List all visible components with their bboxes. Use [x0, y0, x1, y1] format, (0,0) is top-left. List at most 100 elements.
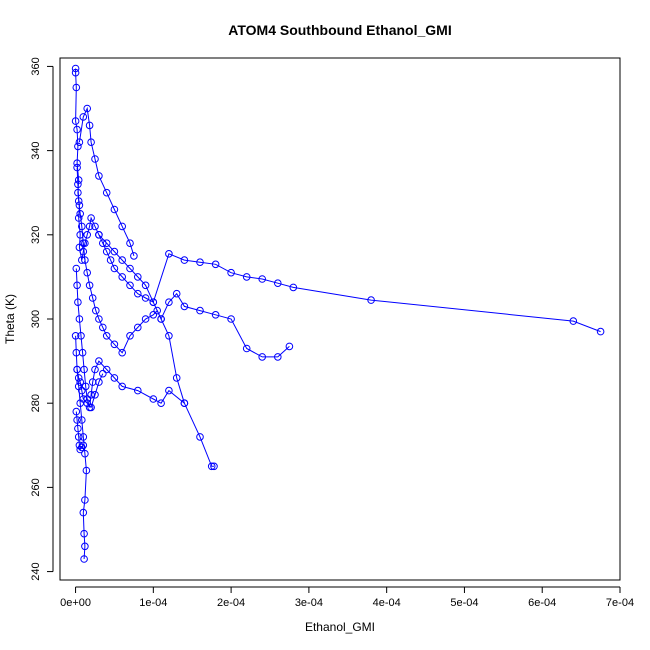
data-point: [73, 125, 81, 134]
data-point: [126, 264, 134, 273]
y-axis: 240 260 280 300 320 340 360: [30, 57, 54, 581]
data-point: [95, 357, 103, 365]
data-point: [74, 197, 83, 205]
x-tick-label: 0e+00: [60, 597, 91, 609]
data-point: [99, 369, 107, 378]
data-point: [172, 374, 181, 382]
y-tick-label: 320: [30, 226, 42, 244]
x-tick-label: 6e-04: [528, 597, 556, 609]
data-point: [72, 348, 81, 357]
x-tick-label: 2e-04: [217, 597, 245, 609]
data-point: [72, 264, 81, 273]
data-point: [83, 399, 91, 408]
data-point: [79, 433, 88, 441]
data-point: [82, 466, 91, 475]
x-tick-label: 7e-04: [606, 597, 634, 609]
data-point: [126, 239, 134, 247]
data-point: [75, 441, 84, 450]
data-point: [110, 264, 119, 273]
data-point: [149, 311, 158, 319]
data-point: [75, 315, 84, 323]
series-line: [75, 268, 214, 467]
data-point: [73, 281, 81, 290]
data-point: [118, 256, 126, 264]
data-point: [92, 306, 100, 315]
data-point: [79, 441, 88, 450]
data-point: [196, 433, 204, 441]
x-tick-label: 5e-04: [450, 597, 478, 609]
data-point: [76, 378, 84, 386]
data-point: [74, 214, 83, 222]
data-point: [367, 296, 375, 304]
data-point: [71, 117, 80, 125]
data-point: [180, 256, 189, 264]
data-point: [73, 159, 81, 167]
data-point: [87, 403, 95, 412]
data-point: [75, 138, 84, 146]
x-tick-label: 1e-04: [139, 597, 167, 609]
data-point: [102, 365, 111, 374]
data-point: [80, 529, 88, 538]
x-axis: 0e+00 1e-04 2e-04 3e-04 4e-04 5e-04 6e-04 7e-04: [60, 586, 634, 609]
data-point: [76, 210, 84, 218]
data-point: [72, 407, 81, 416]
data-point: [141, 294, 150, 302]
y-tick-label: 340: [30, 141, 42, 159]
data-point: [110, 205, 119, 214]
data-point: [258, 275, 267, 283]
data-point: [74, 424, 82, 433]
data-point: [153, 306, 161, 315]
data-point: [74, 180, 82, 189]
data-point: [95, 231, 103, 239]
data-point: [110, 247, 119, 256]
data-point: [110, 340, 119, 349]
data-point: [126, 281, 134, 290]
data-point: [118, 382, 126, 391]
data-point: [83, 231, 91, 239]
data-point: [210, 462, 218, 471]
data-point: [106, 256, 115, 264]
data-point: [134, 289, 142, 298]
series-line: [76, 369, 104, 409]
y-tick-label: 360: [30, 57, 42, 75]
data-point: [172, 289, 181, 298]
data-point: [95, 378, 103, 386]
data-point: [165, 250, 173, 258]
data-point: [211, 311, 220, 319]
y-tick-label: 260: [30, 478, 42, 496]
data-point: [81, 496, 89, 504]
data-point: [77, 332, 85, 340]
data-point: [91, 365, 99, 374]
data-point: [83, 268, 91, 277]
data-point: [141, 315, 150, 323]
data-point: [134, 386, 142, 395]
data-point: [149, 298, 158, 307]
series-line: [98, 234, 185, 404]
data-point: [596, 327, 605, 336]
data-point: [165, 332, 173, 340]
data-point: [141, 281, 150, 290]
data-point: [81, 449, 89, 458]
data-point: [110, 374, 119, 382]
data-point: [227, 315, 235, 323]
data-point: [569, 317, 578, 325]
x-tick-label: 3e-04: [295, 597, 323, 609]
data-point: [242, 344, 251, 353]
data-point: [118, 348, 126, 357]
chart-title: ATOM4 Southbound Ethanol_GMI: [228, 22, 451, 38]
series-group: [75, 104, 138, 260]
series-layer: [71, 64, 605, 563]
data-point: [165, 386, 173, 395]
series-line: [76, 167, 290, 358]
data-point: [78, 386, 86, 395]
y-tick-label: 300: [30, 310, 42, 328]
data-point: [81, 256, 89, 264]
x-axis-label: Ethanol_GMI: [305, 620, 375, 634]
series-group: [95, 231, 189, 408]
data-point: [99, 323, 107, 332]
data-point: [80, 555, 88, 563]
data-point: [78, 222, 86, 231]
data-point: [83, 104, 91, 113]
series-line: [75, 68, 601, 333]
data-point: [285, 342, 294, 351]
